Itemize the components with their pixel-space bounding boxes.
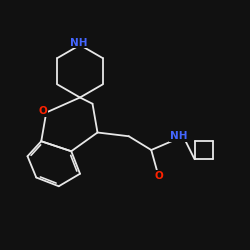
Text: NH: NH — [170, 131, 188, 141]
Text: O: O — [38, 106, 47, 116]
Text: NH: NH — [70, 38, 87, 48]
Text: O: O — [154, 171, 163, 181]
